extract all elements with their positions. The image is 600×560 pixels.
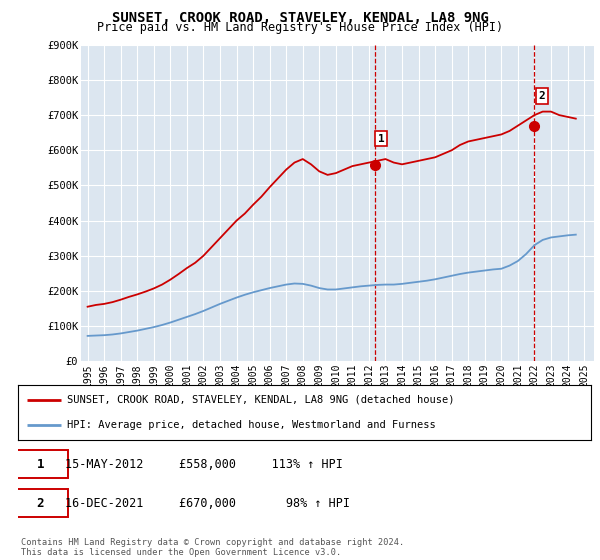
Text: Contains HM Land Registry data © Crown copyright and database right 2024.
This d: Contains HM Land Registry data © Crown c… [21, 538, 404, 557]
FancyBboxPatch shape [13, 489, 68, 517]
FancyBboxPatch shape [13, 450, 68, 478]
Text: 2: 2 [539, 91, 545, 101]
Text: SUNSET, CROOK ROAD, STAVELEY, KENDAL, LA8 9NG (detached house): SUNSET, CROOK ROAD, STAVELEY, KENDAL, LA… [67, 395, 454, 404]
Text: 1: 1 [37, 458, 44, 470]
Text: SUNSET, CROOK ROAD, STAVELEY, KENDAL, LA8 9NG: SUNSET, CROOK ROAD, STAVELEY, KENDAL, LA… [112, 11, 488, 25]
Text: 1: 1 [377, 134, 385, 144]
Text: HPI: Average price, detached house, Westmorland and Furness: HPI: Average price, detached house, West… [67, 420, 436, 430]
Text: Price paid vs. HM Land Registry's House Price Index (HPI): Price paid vs. HM Land Registry's House … [97, 21, 503, 34]
Text: 16-DEC-2021     £670,000       98% ↑ HPI: 16-DEC-2021 £670,000 98% ↑ HPI [65, 497, 350, 510]
Text: 2: 2 [37, 497, 44, 510]
Text: 15-MAY-2012     £558,000     113% ↑ HPI: 15-MAY-2012 £558,000 113% ↑ HPI [65, 458, 343, 470]
